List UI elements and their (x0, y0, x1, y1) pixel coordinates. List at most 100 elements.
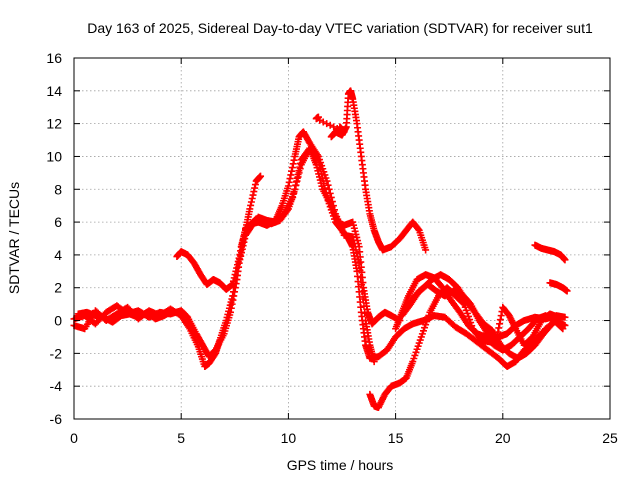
data-point (285, 178, 293, 186)
data-point (251, 181, 259, 189)
y-tick-label: 12 (46, 116, 62, 132)
data-point (559, 325, 567, 333)
y-tick-label: 14 (46, 83, 62, 99)
y-tick-label: -4 (50, 378, 63, 394)
data-point (283, 206, 291, 214)
data-point (240, 232, 248, 240)
data-point (555, 313, 563, 321)
data-point (290, 156, 298, 164)
y-tick-label: 6 (54, 214, 62, 230)
chart-title: Day 163 of 2025, Sidereal Day-to-day VTE… (87, 20, 593, 36)
data-point (352, 246, 360, 254)
data-point (229, 277, 237, 285)
x-tick-label: 20 (495, 430, 511, 446)
data-point (251, 184, 259, 192)
data-marks (70, 87, 571, 412)
data-point (296, 159, 304, 167)
series-trace-3 (74, 307, 177, 326)
data-point (292, 182, 300, 190)
grid-lines (74, 58, 610, 419)
data-point (284, 182, 292, 190)
data-point (238, 239, 246, 247)
data-point (233, 264, 241, 272)
x-axis-label: GPS time / hours (287, 457, 394, 473)
data-point (422, 246, 430, 254)
data-point (291, 185, 299, 193)
data-point (558, 324, 566, 332)
data-point (561, 256, 569, 264)
data-point (229, 288, 237, 296)
series-trace-7 (312, 113, 348, 136)
data-point (289, 160, 297, 168)
data-point (237, 247, 245, 255)
y-tick-label: 8 (54, 181, 62, 197)
data-point (248, 195, 256, 203)
x-tick-label: 5 (177, 430, 185, 446)
data-point (250, 188, 258, 196)
series-trace-5 (246, 144, 404, 328)
series-trace-12 (531, 241, 569, 264)
series-trace-6 (327, 87, 430, 254)
y-tick-label: 2 (54, 280, 62, 296)
data-point (324, 181, 332, 189)
data-point (169, 307, 177, 315)
y-tick-label: -2 (50, 345, 63, 361)
data-point (231, 271, 239, 279)
y-axis-label: SDTVAR / TECUs (6, 182, 22, 294)
data-point (497, 312, 505, 320)
axis-ticks: 0 5 10 15 20 25 -6 -4 -2 0 2 4 6 8 10 12 14 16 (46, 50, 618, 446)
data-point (235, 254, 243, 262)
y-tick-label: -6 (50, 411, 63, 427)
data-point (241, 228, 249, 236)
series-trace-4 (173, 128, 378, 366)
data-point (292, 178, 300, 186)
y-tick-label: 0 (54, 313, 62, 329)
data-point (232, 267, 240, 275)
data-point (370, 358, 378, 366)
data-point (325, 185, 333, 193)
data-point (561, 313, 569, 321)
data-point (238, 243, 245, 251)
data-point (287, 171, 295, 179)
data-point (293, 174, 301, 182)
data-point (249, 191, 257, 199)
data-point (236, 250, 244, 258)
data-point (288, 164, 296, 172)
data-point (314, 113, 322, 121)
data-point (247, 198, 255, 206)
data-point (257, 172, 265, 180)
data-point (294, 171, 302, 179)
x-tick-label: 15 (388, 430, 404, 446)
x-tick-label: 0 (70, 430, 78, 446)
data-point (286, 175, 294, 183)
data-point (548, 320, 556, 328)
data-point (229, 292, 237, 300)
data-point (323, 120, 331, 128)
data-point (496, 320, 504, 328)
data-point (496, 316, 504, 324)
series-trace-1 (70, 172, 265, 361)
data-point (326, 121, 334, 129)
data-point (288, 167, 296, 175)
y-tick-label: 4 (54, 247, 62, 263)
data-point (233, 261, 241, 269)
data-point (319, 118, 327, 126)
data-point (323, 177, 331, 185)
data-point (495, 324, 503, 332)
data-point (246, 205, 254, 213)
data-point (230, 274, 238, 282)
data-point (547, 321, 555, 329)
y-tick-label: 10 (46, 148, 62, 164)
data-point (234, 257, 242, 265)
data-point (295, 167, 303, 175)
series-trace-13 (546, 279, 571, 295)
data-point (296, 163, 304, 171)
data-point (563, 287, 571, 295)
y-tick-label: 16 (46, 50, 62, 66)
plot-frame (73, 57, 611, 420)
data-point (247, 201, 255, 209)
data-point (239, 236, 247, 244)
x-tick-label: 25 (602, 430, 618, 446)
data-point (229, 280, 237, 288)
